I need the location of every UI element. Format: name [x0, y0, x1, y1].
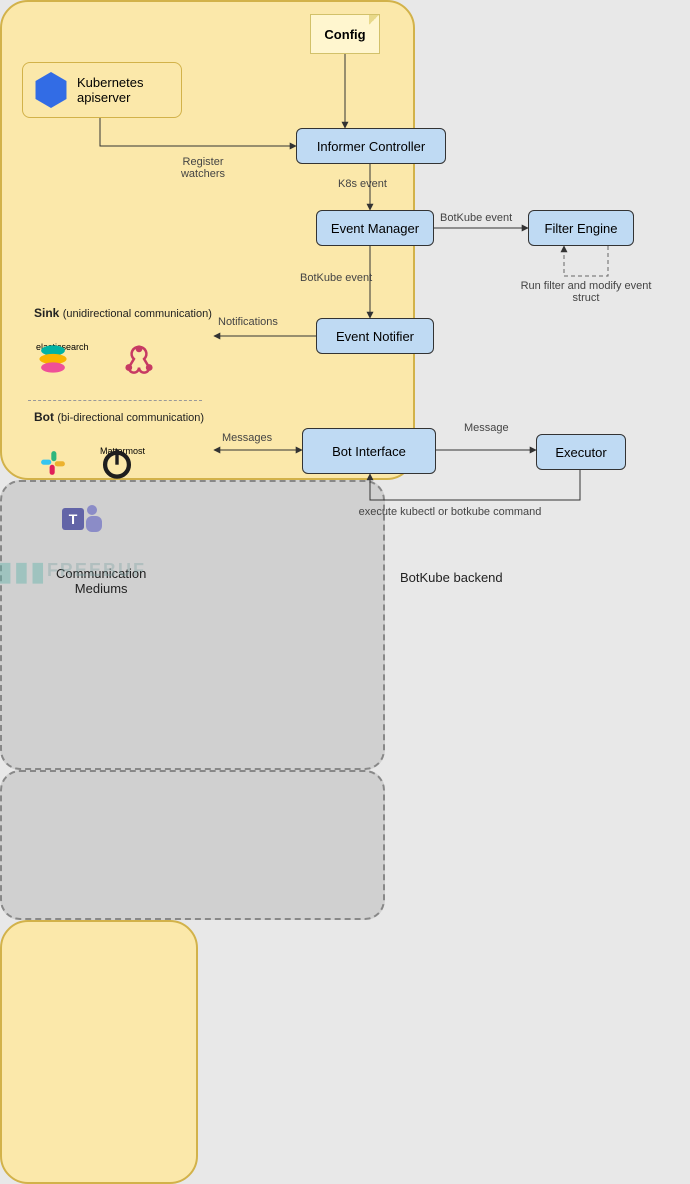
edge-label-register: Register watchers — [168, 156, 238, 180]
edge-label-botkube1: BotKube event — [440, 212, 512, 224]
filter-engine-node: Filter Engine — [528, 210, 634, 246]
bot-interface-node: Bot Interface — [302, 428, 436, 474]
config-label: Config — [324, 27, 365, 42]
edge-label-execute: execute kubectl or botkube command — [340, 506, 560, 518]
event-notifier-node: Event Notifier — [316, 318, 434, 354]
k8s-logo-icon — [33, 72, 69, 108]
edge-label-k8sevent: K8s event — [338, 178, 387, 190]
comm-mediums-container — [0, 920, 198, 1184]
edge-label-messages: Messages — [222, 432, 272, 444]
bot-title: Bot (bi-directional communication) — [34, 410, 204, 424]
bot-section-container — [0, 770, 385, 920]
edge-label-botkube2: BotKube event — [300, 272, 372, 284]
config-note: Config — [310, 14, 380, 54]
informer-controller-node: Informer Controller — [296, 128, 446, 164]
k8s-apiserver-card: Kubernetes apiserver — [22, 62, 182, 118]
k8s-title: Kubernetes apiserver — [77, 75, 144, 105]
edge-label-runfilter: Run filter and modify event struct — [520, 280, 652, 304]
comm-divider — [28, 400, 202, 401]
mattermost-icon: Mattermost — [100, 446, 145, 456]
edge-label-notifications: Notifications — [218, 316, 278, 328]
edge-label-message: Message — [464, 422, 509, 434]
elasticsearch-icon: elasticsearch — [36, 342, 89, 352]
watermark: ▮▮▮FREEBUF — [0, 556, 146, 587]
sink-title: Sink (unidirectional communication) — [34, 306, 212, 320]
svg-text:T: T — [69, 511, 78, 527]
backend-label: BotKube backend — [400, 570, 503, 585]
executor-node: Executor — [536, 434, 626, 470]
event-manager-node: Event Manager — [316, 210, 434, 246]
